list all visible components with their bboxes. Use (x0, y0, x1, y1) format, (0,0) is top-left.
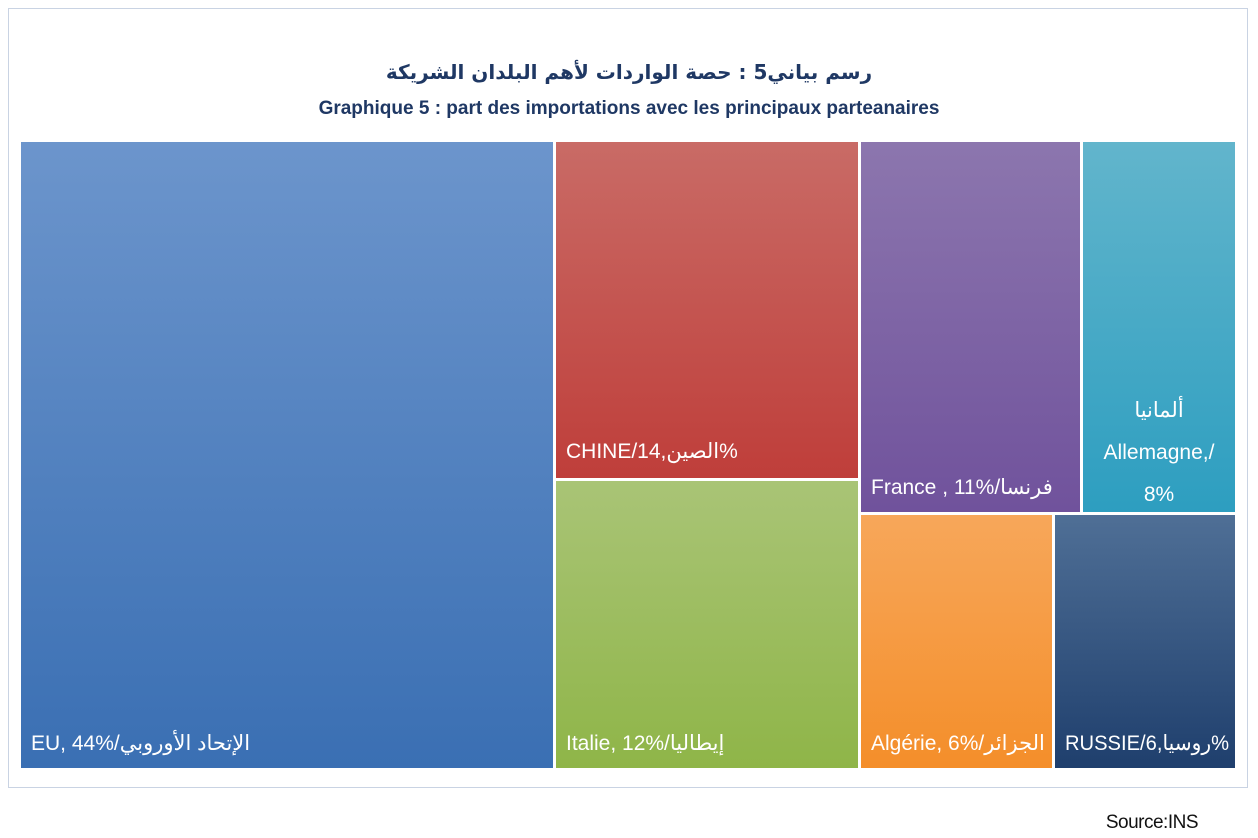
treemap-tile-france (861, 142, 1080, 512)
treemap-label-allemagne-line-3: 8% (1144, 483, 1174, 506)
treemap-label-italie: Italie, 12%/إيطاليا (566, 732, 724, 756)
treemap-tile-chine (556, 142, 858, 478)
treemap-label-allemagne-line-2: Allemagne,/ (1104, 441, 1215, 464)
chart-title-arabic: رسم بياني5 : حصة الواردات لأهم البلدان ا… (385, 60, 873, 84)
treemap-label-allemagne-line-1: ألمانيا (1134, 395, 1183, 422)
treemap-tile-eu (21, 142, 553, 768)
treemap-label-algerie: Algérie, 6%/الجزائر (871, 732, 1045, 756)
treemap-label-chine: CHINE/14,الصين% (566, 440, 738, 464)
treemap-label-russie: RUSSIE/6,روسيا% (1065, 732, 1229, 756)
treemap-tile-algerie (861, 515, 1052, 768)
treemap-tile-allemagne (1083, 142, 1235, 512)
treemap-label-eu: EU, 44%/الإتحاد الأوروبي (31, 729, 250, 756)
source-note: Source:INS (1105, 812, 1199, 833)
chart-title-french: Graphique 5 : part des importations avec… (318, 98, 940, 119)
treemap-tile-italie (556, 481, 858, 768)
treemap-label-france: France , 11%/فرنسا (871, 476, 1053, 500)
treemap-tile-russie (1055, 515, 1235, 768)
